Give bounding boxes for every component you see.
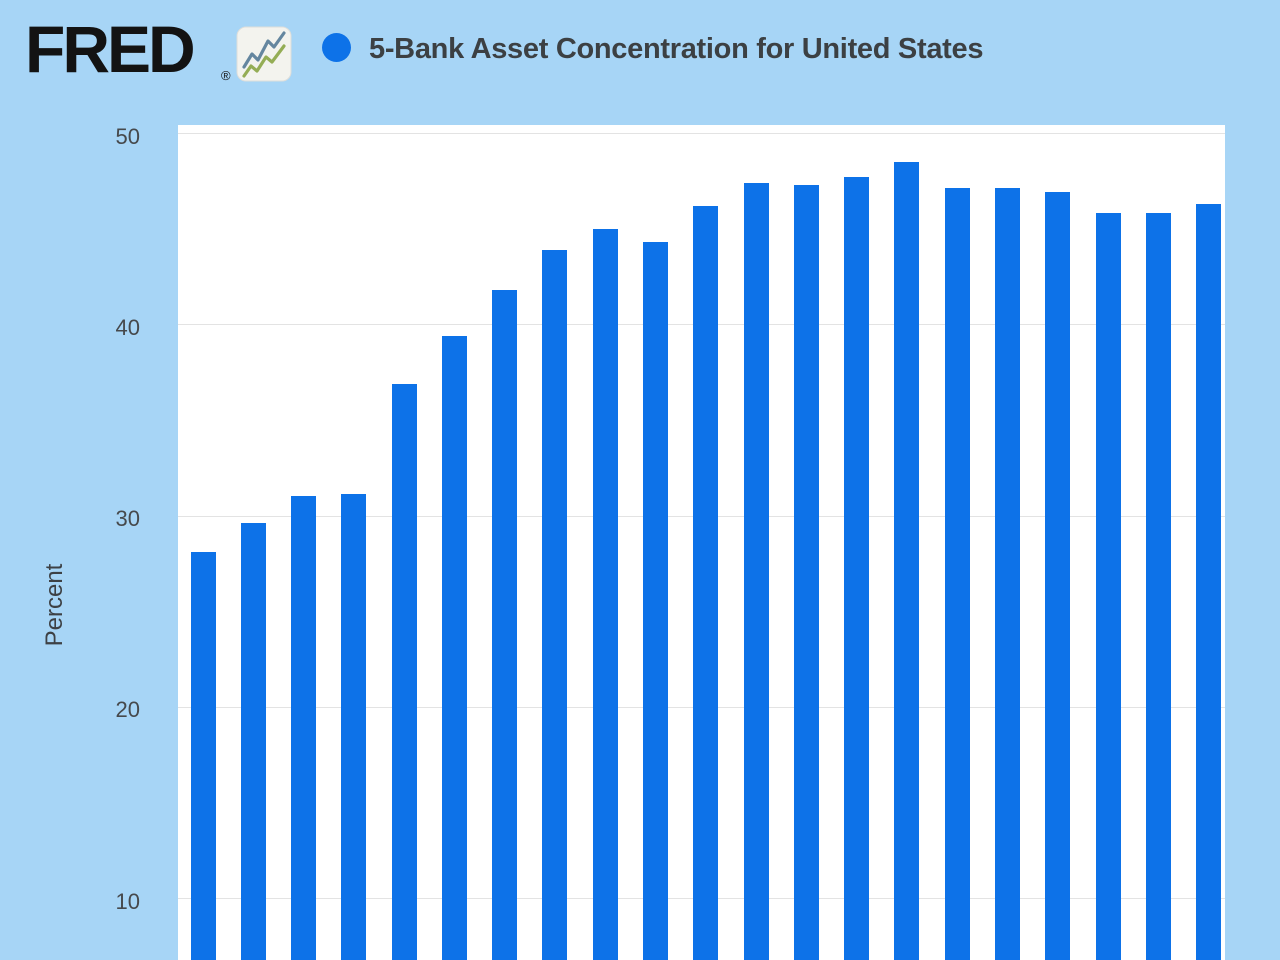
fred-logo[interactable]: FRED ® bbox=[25, 16, 295, 86]
bar-16[interactable] bbox=[944, 188, 970, 960]
bar-21[interactable] bbox=[1196, 203, 1222, 960]
y-axis-tick-label-50: 50 bbox=[115, 123, 140, 149]
bar-4[interactable] bbox=[341, 494, 367, 960]
bar-20[interactable] bbox=[1145, 213, 1171, 960]
y-axis-tick-label-30: 30 bbox=[115, 506, 140, 531]
plot-area bbox=[178, 125, 1225, 960]
y-axis-tick-label-40: 40 bbox=[115, 314, 140, 340]
bar-6[interactable] bbox=[441, 335, 467, 960]
fred-logo-text: FRED bbox=[25, 12, 196, 86]
y-axis-title: Percent bbox=[41, 563, 68, 647]
gridline-50 bbox=[178, 133, 1225, 134]
bar-7[interactable] bbox=[492, 289, 518, 960]
bar-11[interactable] bbox=[693, 205, 719, 960]
bar-8[interactable] bbox=[542, 249, 568, 960]
bar-14[interactable] bbox=[844, 176, 870, 960]
bar-9[interactable] bbox=[592, 228, 618, 960]
y-axis-tick-label-20: 20 bbox=[115, 697, 140, 723]
bar-18[interactable] bbox=[1045, 192, 1071, 960]
bar-5[interactable] bbox=[391, 383, 417, 960]
bar-3[interactable] bbox=[291, 496, 317, 960]
bar-19[interactable] bbox=[1095, 213, 1121, 960]
bar-15[interactable] bbox=[894, 161, 920, 960]
chart-title: 5-Bank Asset Concentration for United St… bbox=[369, 33, 984, 65]
bar-17[interactable] bbox=[994, 188, 1020, 960]
registered-trademark: ® bbox=[221, 68, 231, 83]
bar-13[interactable] bbox=[793, 184, 819, 960]
bar-12[interactable] bbox=[743, 182, 769, 960]
bar-10[interactable] bbox=[643, 242, 669, 960]
y-axis-tick-label-10: 10 bbox=[115, 888, 140, 914]
line-chart-icon bbox=[236, 26, 292, 82]
bar-1[interactable] bbox=[190, 551, 216, 960]
legend-marker-dot bbox=[322, 33, 351, 62]
bar-2[interactable] bbox=[240, 523, 266, 960]
